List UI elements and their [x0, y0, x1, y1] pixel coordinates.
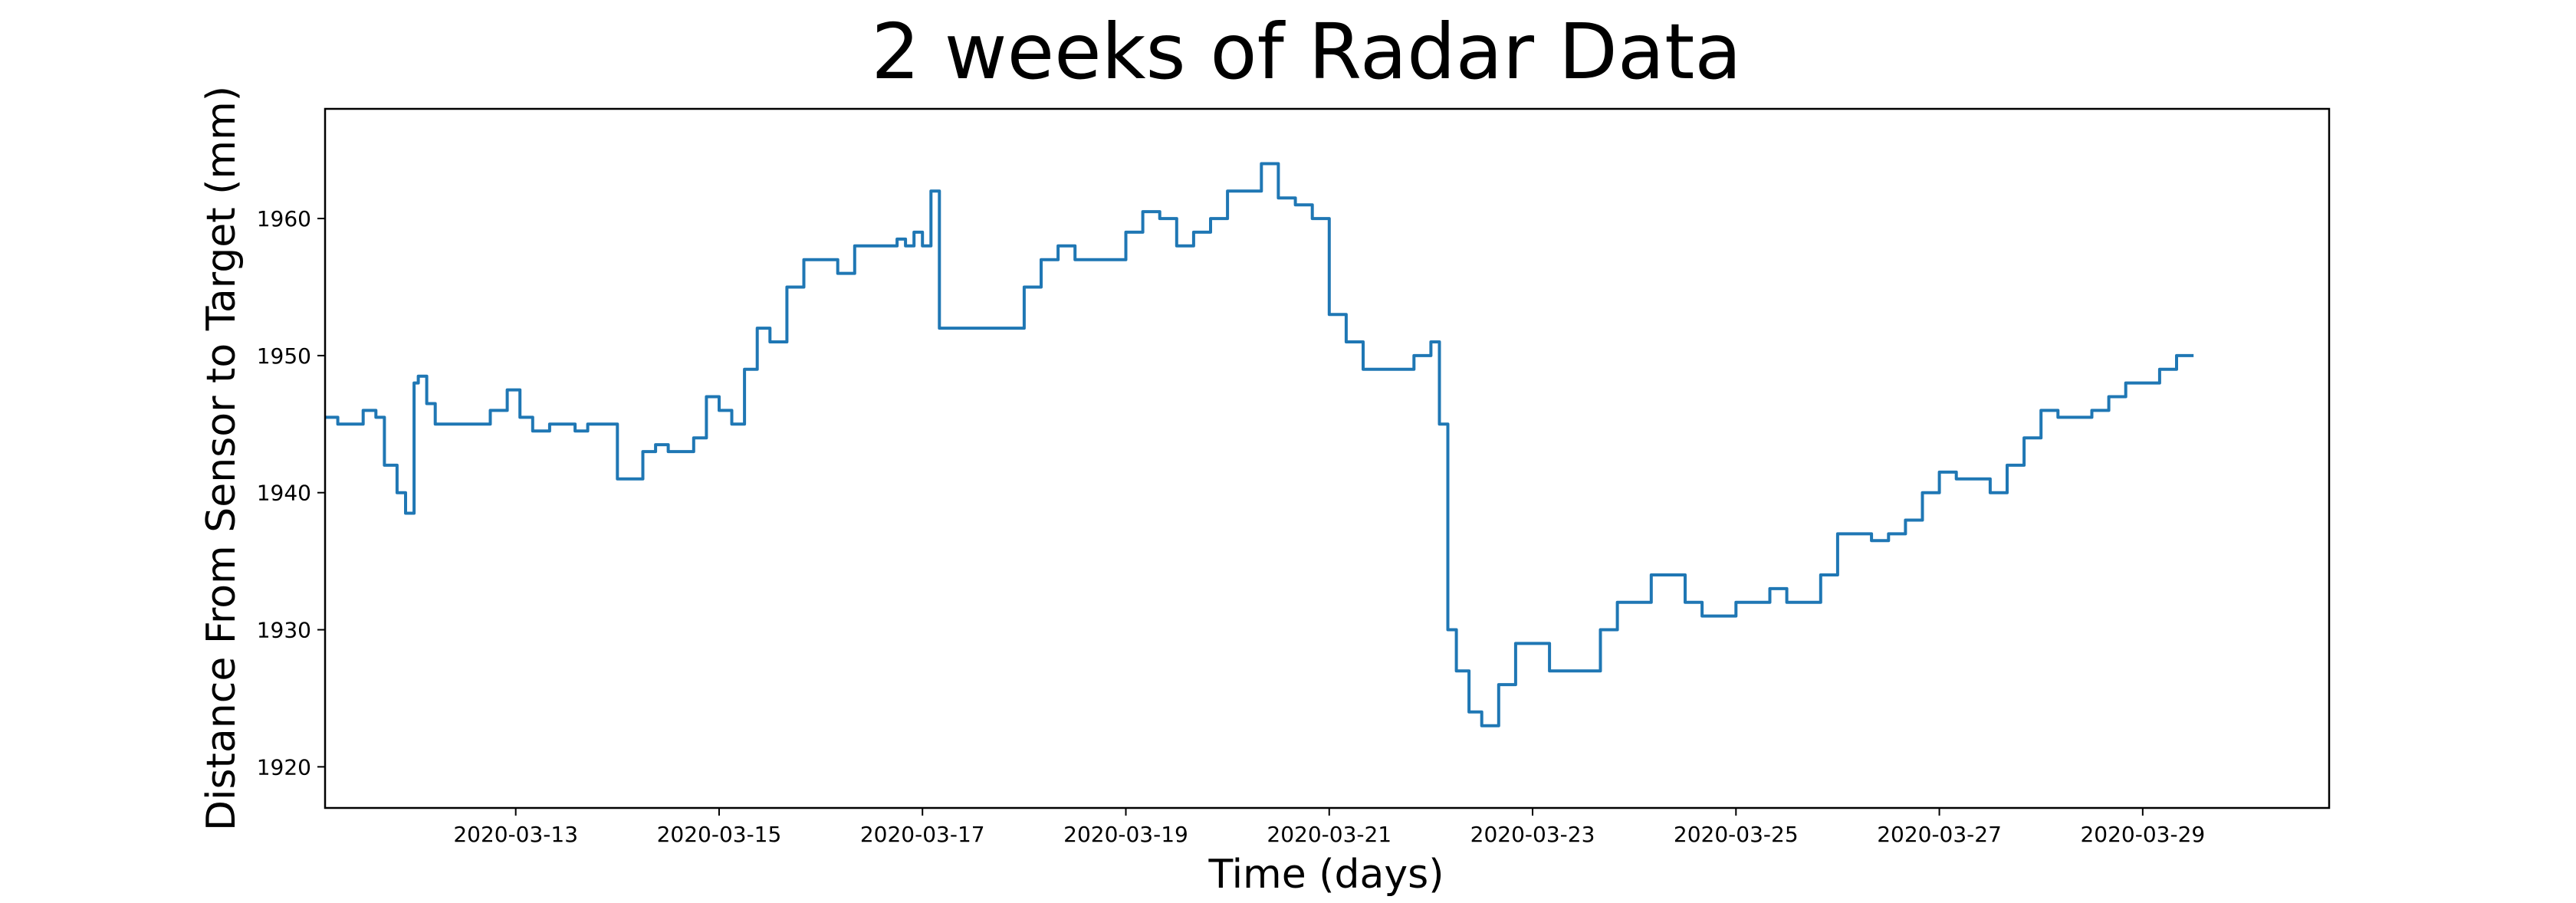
- x-tick-label: 2020-03-27: [1877, 822, 2002, 847]
- series-line: [325, 162, 2194, 727]
- x-tick-label: 2020-03-25: [1674, 822, 1799, 847]
- x-tick-label: 2020-03-15: [657, 822, 782, 847]
- y-axis-label: Distance From Sensor to Target (mm): [199, 86, 245, 831]
- y-tick-label: 1960: [257, 206, 311, 231]
- y-tick-label: 1950: [257, 343, 311, 369]
- plot-frame: [324, 107, 2331, 809]
- x-tick-label: 2020-03-21: [1267, 822, 1392, 847]
- x-tick-label: 2020-03-19: [1063, 822, 1188, 847]
- axis-ticks: 2020-03-13 2020-03-15 2020-03-17 2020-03-19…: [257, 206, 2205, 847]
- x-tick-label: 2020-03-17: [860, 822, 985, 847]
- x-tick-label: 2020-03-29: [2080, 822, 2205, 847]
- x-tick-label: 2020-03-23: [1470, 822, 1595, 847]
- x-tick-label: 2020-03-13: [453, 822, 578, 847]
- y-tick-label: 1930: [257, 618, 311, 643]
- x-axis-label: Time (days): [1208, 852, 1444, 898]
- chart-title: 2 weeks of Radar Data: [871, 7, 1741, 97]
- y-tick-label: 1940: [257, 481, 311, 506]
- y-tick-label: 1920: [257, 754, 311, 780]
